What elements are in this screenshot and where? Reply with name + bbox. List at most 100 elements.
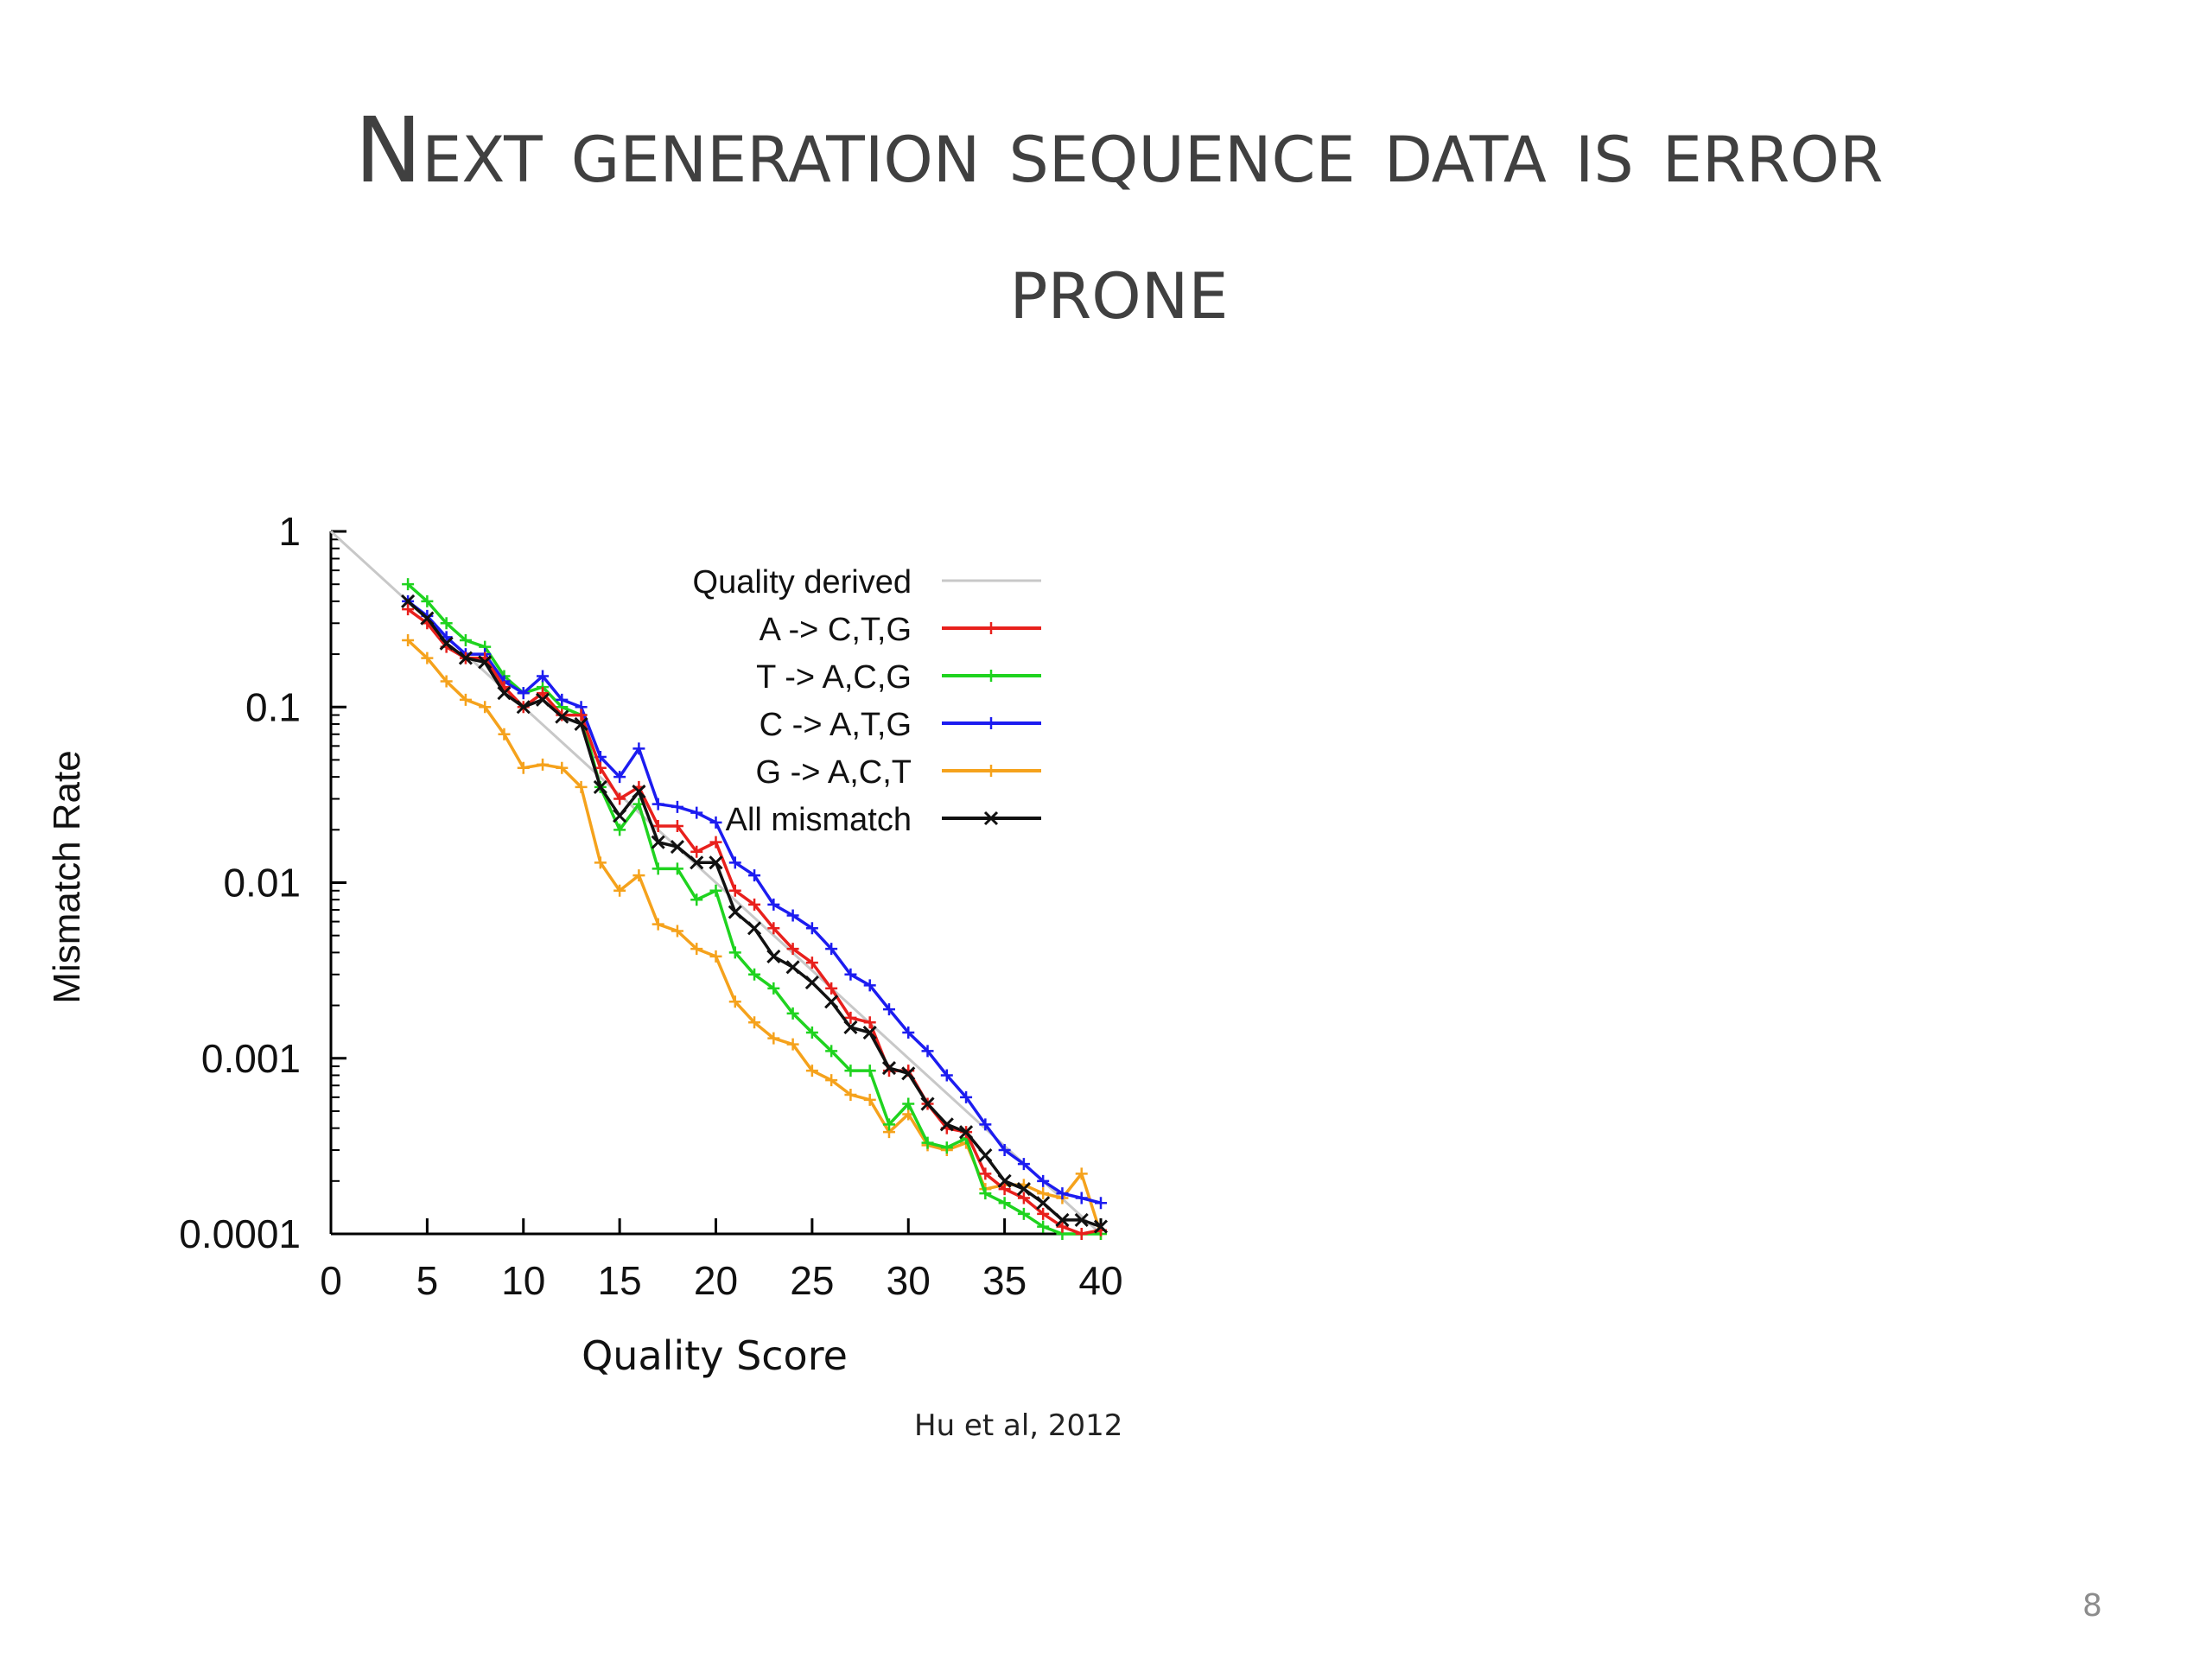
data-point <box>844 1088 857 1101</box>
data-point <box>805 1027 818 1039</box>
data-point <box>959 1125 974 1140</box>
data-point <box>805 922 818 935</box>
data-point <box>728 905 742 919</box>
data-point <box>498 728 511 741</box>
data-point <box>824 995 839 1009</box>
series-line <box>406 639 1103 1235</box>
data-point <box>652 918 664 931</box>
data-point <box>921 1136 934 1149</box>
y-axis-label: Mismatch Rate <box>46 750 88 1003</box>
legend-label: A -> C,T,G <box>760 612 912 648</box>
data-point <box>979 1118 992 1131</box>
data-point <box>960 1090 973 1103</box>
data-point <box>902 1097 915 1110</box>
data-point <box>652 798 664 810</box>
series-5 <box>401 594 1109 1234</box>
y-tick-label: 0.001 <box>201 1036 301 1081</box>
data-point <box>709 884 722 897</box>
slide-title: Next generation sequence data is error p… <box>0 82 2212 355</box>
data-point <box>1017 1158 1030 1171</box>
data-point <box>594 761 607 774</box>
data-point <box>459 633 472 646</box>
data-point <box>613 823 626 836</box>
legend: Quality derived A -> C,T,G T -> A,C,G C -> … <box>693 564 1041 838</box>
data-point <box>767 898 780 911</box>
data-point <box>421 594 434 607</box>
data-point <box>728 946 741 959</box>
data-point <box>881 1060 897 1076</box>
data-point <box>458 651 473 665</box>
data-point <box>613 792 626 805</box>
data-point <box>651 835 665 849</box>
x-axis-label: Quality Score <box>582 1332 848 1379</box>
x-tick-label: 30 <box>887 1258 931 1303</box>
x-tick-label: 15 <box>598 1258 642 1303</box>
data-point <box>728 884 741 897</box>
data-point <box>767 1032 780 1045</box>
data-point <box>825 982 838 995</box>
data-point <box>1055 1212 1070 1227</box>
data-point <box>690 845 703 858</box>
chart-axes: 0 5 10 15 20 25 30 35 40 1 0.1 0.01 0.001 0.0001 <box>179 509 1122 1303</box>
data-point <box>748 869 761 882</box>
data-point <box>709 950 722 963</box>
data-point <box>997 1173 1012 1188</box>
data-point <box>825 1045 838 1058</box>
data-point <box>537 670 550 683</box>
data-point <box>1037 1174 1050 1187</box>
data-point <box>863 1093 876 1106</box>
data-point <box>844 1011 857 1024</box>
data-point <box>767 982 780 995</box>
legend-marker <box>983 810 999 826</box>
data-point <box>690 855 704 870</box>
data-point <box>613 771 626 784</box>
data-point <box>555 709 569 724</box>
data-point <box>402 603 415 616</box>
slide-title-line-1: Next generation sequence data is error <box>354 98 1884 203</box>
data-point <box>575 780 588 793</box>
x-tick-label: 5 <box>416 1258 439 1303</box>
data-point <box>537 687 550 700</box>
data-point <box>593 779 607 794</box>
data-point <box>844 1065 857 1077</box>
data-point <box>863 1016 876 1029</box>
legend-label: T -> A,C,G <box>756 659 912 696</box>
data-point <box>748 898 761 911</box>
data-point <box>979 1187 992 1200</box>
x-tick-label: 25 <box>790 1258 834 1303</box>
data-point <box>420 611 435 626</box>
data-point <box>632 785 646 799</box>
data-point <box>786 943 799 956</box>
data-point <box>535 692 550 707</box>
y-tick-label: 0.0001 <box>179 1211 301 1256</box>
data-point <box>1075 1228 1088 1240</box>
data-point <box>940 1069 953 1082</box>
data-point <box>1056 1220 1069 1233</box>
data-point <box>1036 1196 1051 1211</box>
citation: Hu et al, 2012 <box>914 1408 1123 1443</box>
data-point <box>671 820 683 833</box>
data-point <box>979 1167 992 1180</box>
data-point <box>517 687 530 700</box>
data-point <box>998 1197 1011 1210</box>
data-point <box>862 1025 877 1040</box>
data-point <box>825 1074 838 1087</box>
data-point <box>920 1096 935 1111</box>
data-point <box>537 758 550 771</box>
data-point <box>402 578 415 591</box>
data-point <box>978 1148 993 1163</box>
data-point <box>747 921 762 936</box>
slide-title-line-2: prone <box>1009 234 1229 340</box>
data-point <box>901 1066 916 1081</box>
data-point <box>843 1020 858 1035</box>
data-point <box>1037 1187 1050 1200</box>
data-point <box>748 1016 761 1029</box>
data-point <box>844 968 857 981</box>
data-point <box>1074 1212 1089 1227</box>
x-tick-label: 20 <box>694 1258 738 1303</box>
data-point <box>613 884 626 897</box>
legend-label: C -> A,T,G <box>760 707 912 743</box>
data-point <box>690 893 703 906</box>
data-point <box>1075 1167 1088 1180</box>
legend-label: Quality derived <box>693 564 912 601</box>
